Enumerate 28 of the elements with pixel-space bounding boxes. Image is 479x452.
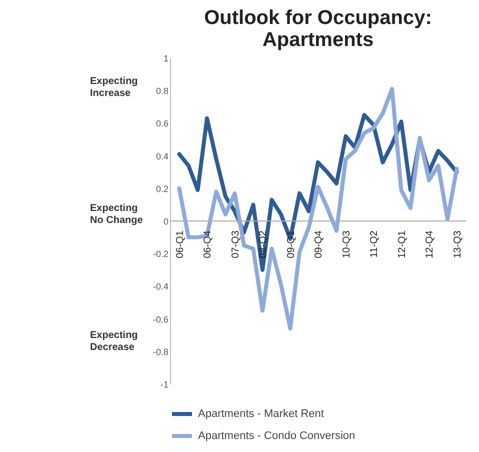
text: Expecting Increase (90, 76, 138, 99)
text: Expecting No Change (90, 202, 144, 226)
y-tick-label: 0.8 (156, 86, 168, 96)
x-tick-label: 06-Q4 (202, 230, 214, 258)
y-tick-label: -0.8 (152, 346, 168, 357)
legend-label: Apartments - Condo Conversion (198, 430, 356, 442)
y-tick-label: 0 (163, 216, 168, 226)
y-tick-label: 0.2 (156, 184, 168, 194)
text: Expecting Decrease (90, 330, 138, 354)
y-tick-label: -0.4 (152, 282, 168, 292)
x-tick-label: 12-Q4 (424, 230, 436, 258)
x-tick-label: 08-Q2 (258, 230, 269, 258)
y-tick-label: -1 (160, 380, 168, 390)
y-tick-label: -0.2 (152, 249, 168, 260)
chart-title: Outlook for Occupancy: Apartments (204, 7, 432, 51)
y-tick-label: 0.6 (156, 118, 168, 129)
x-tick-label: 06-Q1 (174, 230, 186, 258)
x-tick-label: 11-Q2 (369, 230, 380, 258)
y-tick-label: 0.4 (156, 151, 168, 162)
x-tick-label: 10-Q3 (341, 230, 352, 258)
x-tick-label: 13-Q3 (452, 230, 464, 258)
x-tick-label: 09-Q1 (286, 230, 297, 258)
x-tick-label: 12-Q1 (396, 230, 408, 258)
y-tick-label: -0.6 (152, 314, 168, 324)
x-tick-label: 09-Q4 (314, 230, 324, 258)
y-tick-label: 1 (163, 54, 168, 64)
legend-label: Apartments - Market Rent (198, 408, 324, 420)
x-tick-label: 07-Q3 (230, 230, 242, 258)
